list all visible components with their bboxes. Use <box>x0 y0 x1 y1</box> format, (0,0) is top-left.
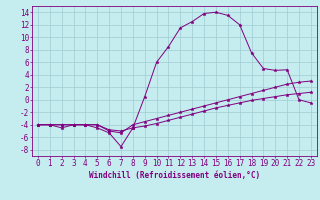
X-axis label: Windchill (Refroidissement éolien,°C): Windchill (Refroidissement éolien,°C) <box>89 171 260 180</box>
